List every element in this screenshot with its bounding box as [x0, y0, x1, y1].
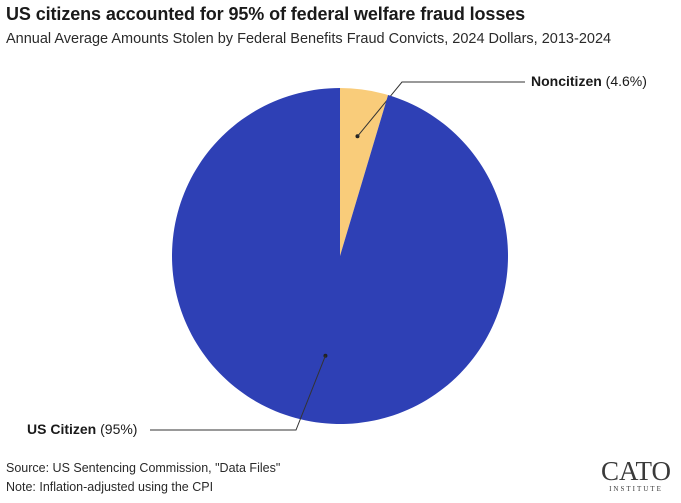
logo-subtext: INSTITUTE [609, 485, 663, 493]
slice-label-percent: (4.6%) [602, 73, 647, 89]
logo-wordmark: CATO [600, 456, 671, 486]
slice-label-percent: (95%) [96, 421, 137, 437]
slice-label-name: US Citizen [27, 421, 96, 437]
slice-label-us-citizen: US Citizen (95%) [27, 421, 137, 437]
leader-line-noncitizen [357, 81, 525, 137]
pie-slice-us-citizen [171, 88, 508, 424]
inflation-note: Note: Inflation-adjusted using the CPI [6, 480, 214, 494]
cato-logo: CATO INSTITUTE [601, 458, 671, 494]
source-note: Source: US Sentencing Commission, "Data … [6, 461, 281, 475]
slice-label-name: Noncitizen [531, 73, 602, 89]
pie-chart: Noncitizen (4.6%) US Citizen (95%) [27, 73, 647, 437]
pie-slice-noncitizen [340, 88, 389, 256]
chart-title: US citizens accounted for 95% of federal… [6, 4, 526, 24]
leader-line-us-citizen [150, 355, 326, 431]
chart-subtitle: Annual Average Amounts Stolen by Federal… [6, 31, 612, 47]
slice-label-noncitizen: Noncitizen (4.6%) [531, 73, 647, 89]
